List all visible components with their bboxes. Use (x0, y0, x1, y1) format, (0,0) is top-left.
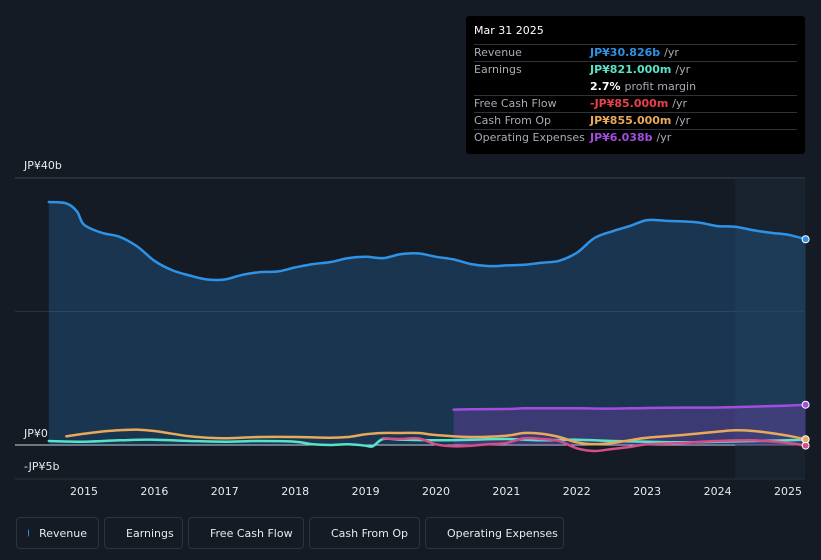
tooltip-unit: profit margin (624, 80, 697, 93)
tooltip-unit: /yr (675, 114, 691, 127)
series-lines (47, 200, 807, 453)
marker-operating-expenses (801, 400, 810, 409)
tooltip-value: 2.7% (590, 80, 621, 93)
legend-label: Operating Expenses (447, 526, 558, 540)
tooltip-row-free-cash-flow: Free Cash Flow -JP¥85.000m /yr (474, 95, 797, 112)
x-tick-label: 2024 (704, 485, 732, 498)
legend-item-free-cash-flow[interactable]: Free Cash Flow (188, 517, 304, 549)
tooltip-label: Operating Expenses (474, 131, 585, 144)
x-tick-label: 2015 (70, 485, 98, 498)
legend-item-revenue[interactable]: Revenue (16, 517, 99, 549)
legend-label: Free Cash Flow (210, 526, 293, 540)
tooltip-label: Revenue (474, 46, 522, 59)
y-axis-label-top: JP¥40b (24, 159, 62, 172)
series-end-markers (801, 235, 810, 450)
tooltip-label (474, 79, 590, 95)
tooltip-unit: /yr (656, 131, 672, 144)
legend-label: Cash From Op (331, 526, 409, 540)
legend-dot-icon (28, 529, 30, 537)
tooltip-unit: /yr (664, 46, 679, 59)
legend-label: Earnings (126, 526, 174, 540)
x-tick-label: 2021 (492, 485, 520, 498)
tooltip-unit: /yr (672, 97, 688, 110)
tooltip-value: JP¥855.000m (590, 114, 672, 127)
line-operating-expenses (452, 403, 807, 411)
grid-lines (15, 177, 805, 480)
tooltip-row-revenue: Revenue JP¥30.826b /yr (474, 44, 797, 61)
legend-item-cash-from-op[interactable]: Cash From Op (309, 517, 420, 549)
tooltip-unit: /yr (675, 63, 691, 76)
tooltip-row-operating-expenses: Operating Expenses JP¥6.038b /yr (474, 129, 797, 146)
x-tick-label: 2019 (352, 485, 380, 498)
marker-cash-from-op (801, 435, 810, 444)
tooltip-row-profit-margin: 2.7% profit margin (474, 78, 797, 95)
x-tick-label: 2018 (281, 485, 309, 498)
tooltip-row-earnings: Earnings JP¥821.000m /yr (474, 61, 797, 78)
y-axis-label-zero: JP¥0 (24, 427, 48, 440)
legend-item-operating-expenses[interactable]: Operating Expenses (425, 517, 564, 549)
line-revenue (47, 200, 807, 282)
line-cash-from-op (65, 428, 807, 446)
tooltip-value: JP¥6.038b (590, 131, 653, 144)
x-tick-label: 2020 (422, 485, 450, 498)
marker-revenue (801, 235, 810, 244)
area-revenue (48, 202, 806, 445)
legend-label: Revenue (39, 526, 87, 540)
tooltip-value: JP¥821.000m (590, 63, 672, 76)
tooltip-date: Mar 31 2025 (474, 24, 544, 37)
tooltip-value: -JP¥85.000m (590, 97, 669, 110)
chart-plot-area: 2015 2016 2017 2018 2019 2020 2021 2022 2023 2024… (15, 177, 810, 498)
x-axis-ticks: 2015 2016 2017 2018 2019 2020 2021 2022 2023 2024… (70, 485, 802, 498)
y-axis-label-bottom: -JP¥5b (24, 460, 60, 473)
tooltip-row-cash-from-op: Cash From Op JP¥855.000m /yr (474, 112, 797, 129)
x-tick-label: 2023 (633, 485, 661, 498)
data-tooltip: Mar 31 2025 Revenue JP¥30.826b /yr Earni… (466, 16, 805, 154)
tooltip-label: Cash From Op (474, 114, 552, 127)
tooltip-label: Earnings (474, 63, 522, 76)
tooltip-value: JP¥30.826b (590, 46, 661, 59)
x-tick-label: 2025 (774, 485, 802, 498)
x-tick-label: 2016 (140, 485, 168, 498)
legend-item-earnings[interactable]: Earnings (104, 517, 183, 549)
x-tick-label: 2022 (563, 485, 591, 498)
line-free-cash-flow (381, 436, 807, 453)
tooltip-label: Free Cash Flow (474, 97, 557, 110)
x-tick-label: 2017 (211, 485, 239, 498)
